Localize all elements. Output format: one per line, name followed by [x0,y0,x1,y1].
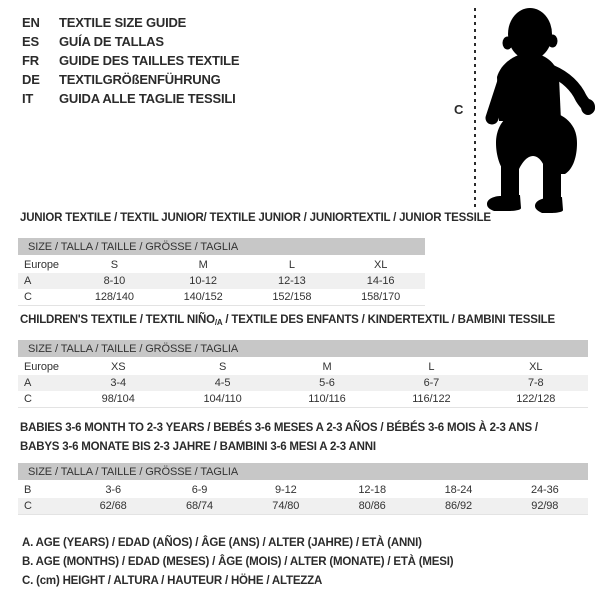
height-measure-dotted-line [474,8,476,210]
cell: 68/74 [156,498,243,515]
cell: 74/80 [242,498,329,515]
cell: 4-5 [170,375,275,391]
babies-size-table: SIZE / TALLA / TAILLE / GRÖSSE / TAGLIA … [18,463,588,515]
cell: 122/128 [483,391,588,408]
cell: 6-7 [379,375,484,391]
cell: 5-6 [274,375,380,391]
language-title: GUÍA DE TALLAS [59,34,164,49]
language-code: IT [22,91,34,106]
language-code: DE [22,72,40,87]
children-table-title: CHILDREN'S TEXTILE / TEXTIL NIÑO/A / TEX… [20,311,555,332]
row-label: C [18,498,70,515]
cell: 62/68 [70,498,157,515]
table-row: Europe XS S M L XL [18,358,588,375]
table-row: A 8-10 10-12 12-13 14-16 [18,273,425,289]
row-label: Europe [24,361,59,373]
cell: 24-36 [531,484,559,496]
language-title: GUIDA ALLE TAGLIE TESSILI [59,91,236,106]
row-label: C [18,391,66,408]
note-height: C. (cm) HEIGHT / ALTURA / HAUTEUR / HÖHE… [22,575,323,587]
language-title: GUIDE DES TAILLES TEXTILE [59,53,240,68]
junior-size-table: SIZE / TALLA / TAILLE / GRÖSSE / TAGLIA … [18,238,425,306]
table-row: C 98/104 104/110 110/116 116/122 122/128 [18,391,588,408]
cell: 116/122 [379,391,484,408]
table-row: Europe S M L XL [18,256,425,273]
cell: 18-24 [444,484,473,496]
row-label: A [18,375,66,391]
table-row: C 62/68 68/74 74/80 80/86 86/92 92/98 [18,498,588,515]
legend-notes: A. AGE (YEARS) / EDAD (AÑOS) / ÂGE (ANS)… [22,534,454,591]
cell: 104/110 [170,391,275,408]
babies-title-line2: BABYS 3-6 MONATE BIS 2-3 JAHRE / BAMBINI… [20,441,376,453]
height-measure-label: C [454,102,464,117]
table-row: A 3-4 4-5 5-6 6-7 7-8 [18,375,588,391]
language-list: EN TEXTILE SIZE GUIDE ES GUÍA DE TALLAS … [22,13,240,108]
cell: 10-12 [158,273,248,289]
table-row: B 3-6 6-9 9-12 12-18 18-24 24-36 [18,481,588,498]
cell: S [218,361,227,373]
language-row-fr: FR GUIDE DES TAILLES TEXTILE [22,51,240,70]
row-label: B [24,484,32,496]
toddler-silhouette [485,8,595,213]
cell: S [110,259,118,271]
cell: 80/86 [328,498,416,515]
note-age-months: B. AGE (MONTHS) / EDAD (MESES) / ÂGE (MO… [22,556,454,568]
cell: 140/152 [158,289,248,306]
title-text: / TEXTILE DES ENFANTS / KINDERTEXTIL / B… [222,314,555,326]
cell: 86/92 [415,498,502,515]
cell: L [428,361,435,373]
size-header: SIZE / TALLA / TAILLE / GRÖSSE / TAGLIA [18,340,588,359]
cell: 9-12 [275,484,297,496]
row-label: A [18,273,70,289]
table-row: C 128/140 140/152 152/158 158/170 [18,289,425,306]
cell: 128/140 [70,289,159,306]
language-row-en: EN TEXTILE SIZE GUIDE [22,13,239,32]
cell: L [288,259,295,271]
cell: 98/104 [66,391,171,408]
cell: 7-8 [483,375,588,391]
size-header: SIZE / TALLA / TAILLE / GRÖSSE / TAGLIA [18,463,588,482]
language-code: EN [22,15,40,30]
cell: 152/158 [247,289,337,306]
language-row-de: DE TEXTILGRÖßENFÜHRUNG [22,70,239,89]
cell: XL [373,259,388,271]
size-header: SIZE / TALLA / TAILLE / GRÖSSE / TAGLIA [18,238,425,257]
children-size-table: SIZE / TALLA / TAILLE / GRÖSSE / TAGLIA … [18,340,588,408]
cell: M [198,259,208,271]
row-label: C [18,289,70,306]
cell: M [322,361,332,373]
babies-table-title: BABIES 3-6 MONTH TO 2-3 YEARS / BEBÉS 3-… [20,419,538,457]
cell: 92/98 [501,498,588,515]
cell: XL [529,361,543,373]
cell: XS [110,361,126,373]
cell: 3-4 [66,375,171,391]
junior-table-title: JUNIOR TEXTILE / TEXTIL JUNIOR/ TEXTILE … [20,212,491,224]
title-text: CHILDREN'S TEXTILE / TEXTIL NIÑO [20,314,215,326]
cell: 158/170 [336,289,425,306]
language-row-it: IT GUIDA ALLE TAGLIE TESSILI [22,89,239,108]
language-row-es: ES GUÍA DE TALLAS [22,32,239,51]
cell: 12-18 [358,484,386,496]
language-code: FR [22,53,39,68]
language-title: TEXTILGRÖßENFÜHRUNG [59,72,221,87]
note-age-years: A. AGE (YEARS) / EDAD (AÑOS) / ÂGE (ANS)… [22,537,422,549]
cell: 8-10 [70,273,159,289]
cell: 3-6 [105,484,121,496]
language-code: ES [22,34,39,49]
language-title: TEXTILE SIZE GUIDE [59,15,187,30]
cell: 110/116 [274,391,380,408]
cell: 14-16 [336,273,425,289]
cell: 12-13 [247,273,337,289]
title-subscript: /A [214,318,223,327]
babies-title-line1: BABIES 3-6 MONTH TO 2-3 YEARS / BEBÉS 3-… [20,422,538,434]
cell: 6-9 [191,484,208,496]
row-label: Europe [24,259,59,271]
